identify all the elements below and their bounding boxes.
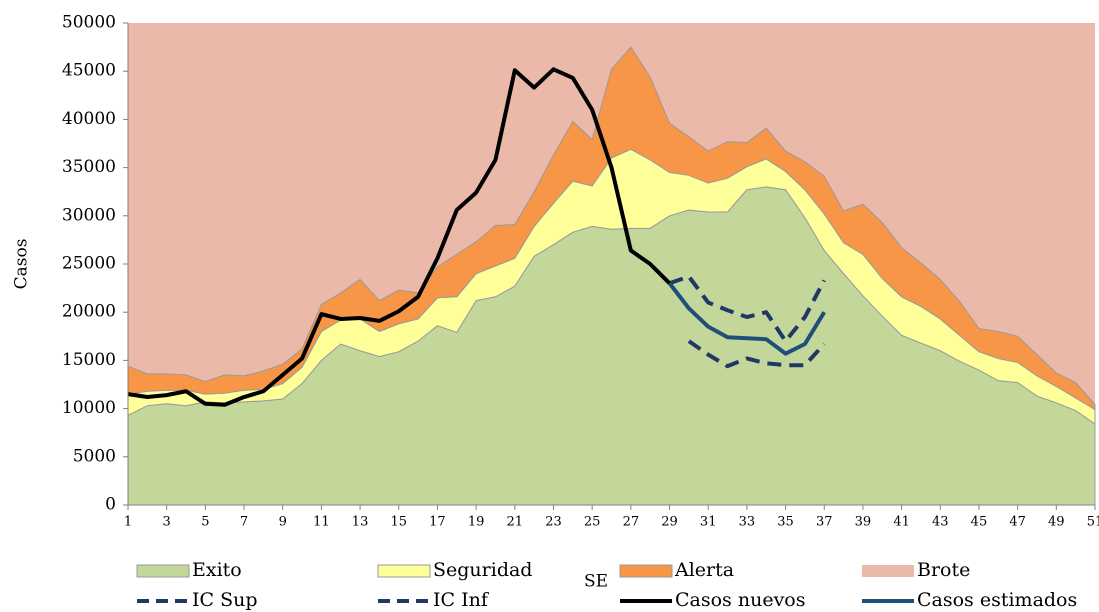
legend-label: Exito bbox=[192, 559, 242, 581]
x-tick-label: 35 bbox=[777, 515, 794, 530]
x-tick-label: 25 bbox=[584, 515, 601, 530]
x-tick-label: 21 bbox=[507, 515, 524, 530]
x-tick-label: 23 bbox=[545, 515, 562, 530]
legend-label: Brote bbox=[917, 559, 970, 581]
y-tick-label: 10000 bbox=[62, 398, 116, 418]
line bbox=[687, 339, 826, 369]
y-tick-label: 35000 bbox=[62, 157, 116, 177]
x-tick-label: 39 bbox=[855, 515, 872, 530]
x-tick-label: 49 bbox=[1048, 515, 1065, 530]
y-tick-label: 50000 bbox=[62, 13, 116, 33]
line bbox=[667, 282, 826, 356]
line bbox=[668, 274, 827, 344]
y-tick-label: 20000 bbox=[62, 302, 116, 322]
y-tick-label: 0 bbox=[105, 495, 116, 515]
x-tick-label: 7 bbox=[240, 515, 248, 530]
x-tick-label: 17 bbox=[429, 515, 446, 530]
y-tick-label: 30000 bbox=[62, 205, 116, 225]
legend-label: IC Sup bbox=[192, 589, 258, 611]
line bbox=[127, 67, 671, 407]
legend-swatch bbox=[862, 565, 914, 577]
x-tick-label: 51 bbox=[1087, 515, 1099, 530]
x-tick-label: 9 bbox=[279, 515, 287, 530]
y-tick-label: 40000 bbox=[62, 109, 116, 129]
legend-label: Seguridad bbox=[433, 559, 532, 581]
y-tick-label: 15000 bbox=[62, 350, 116, 370]
y-axis-title: Casos bbox=[12, 239, 32, 290]
y-tick-label: 25000 bbox=[62, 254, 116, 274]
x-tick-label: 13 bbox=[352, 515, 369, 530]
x-tick-label: 33 bbox=[739, 515, 756, 530]
x-tick-label: 1 bbox=[124, 515, 132, 530]
x-tick-label: 37 bbox=[816, 515, 833, 530]
x-tick-label: 5 bbox=[201, 515, 209, 530]
legend-label: Alerta bbox=[674, 559, 734, 581]
legend-label: IC Inf bbox=[433, 589, 490, 611]
x-tick-label: 19 bbox=[468, 515, 485, 530]
x-axis-title: SE bbox=[584, 572, 608, 592]
x-tick-label: 11 bbox=[313, 515, 330, 530]
x-tick-label: 41 bbox=[893, 515, 910, 530]
x-tick-label: 15 bbox=[390, 515, 407, 530]
legend-label: Casos nuevos bbox=[675, 589, 806, 611]
x-tick-label: 29 bbox=[661, 515, 678, 530]
legend-swatch bbox=[136, 564, 190, 578]
x-tick-label: 43 bbox=[932, 515, 949, 530]
x-tick-label: 31 bbox=[700, 515, 717, 530]
x-tick-label: 47 bbox=[1009, 515, 1026, 530]
x-tick-label: 27 bbox=[623, 515, 640, 530]
y-tick-label: 45000 bbox=[62, 61, 116, 81]
x-tick-label: 45 bbox=[971, 515, 988, 530]
legend-swatch bbox=[619, 564, 673, 578]
legend-label: Casos estimados bbox=[917, 589, 1077, 611]
x-tick-label: 3 bbox=[163, 515, 171, 530]
legend-swatch bbox=[377, 564, 431, 578]
y-tick-label: 5000 bbox=[73, 446, 116, 466]
